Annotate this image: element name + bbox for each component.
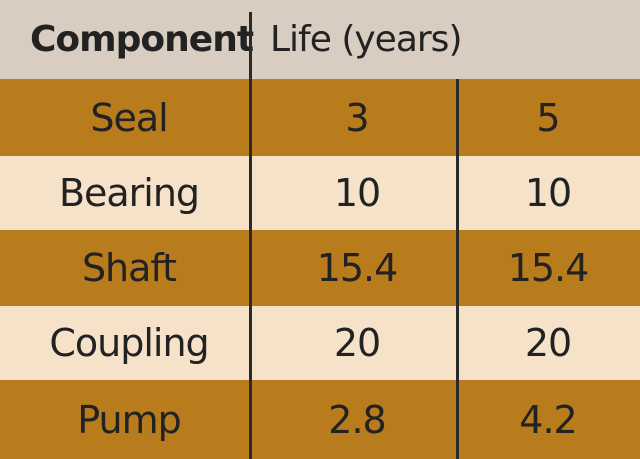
component-cell: Pump [77, 397, 181, 442]
table-row: Shaft 15.4 15.4 [0, 230, 640, 306]
life-value-cell: 4.2 [519, 397, 577, 442]
life-value-cell: 10 [333, 171, 381, 215]
life-value-cell: 3 [345, 95, 369, 140]
life-value-cell: 20 [524, 321, 572, 365]
life-value-cell: 5 [536, 95, 560, 140]
life-value-cell: 15.4 [316, 246, 399, 290]
life-value-cell: 15.4 [507, 246, 590, 290]
table-row: Pump 2.8 4.2 [0, 380, 640, 459]
column-divider [249, 12, 252, 459]
life-value-cell: 2.8 [328, 397, 386, 442]
life-value-cell: 20 [333, 321, 381, 365]
header-component: Component [30, 19, 254, 60]
table-row: Seal 3 5 [0, 79, 640, 156]
component-cell: Seal [90, 95, 168, 140]
column-divider [456, 79, 459, 459]
component-cell: Bearing [58, 171, 200, 215]
table-row: Coupling 20 20 [0, 306, 640, 380]
component-cell: Coupling [49, 321, 209, 365]
component-cell: Shaft [81, 246, 177, 290]
life-value-cell: 10 [524, 171, 572, 215]
table-header-row: Component Life (years) [0, 0, 640, 79]
header-life: Life (years) [270, 19, 462, 60]
table-row: Bearing 10 10 [0, 156, 640, 230]
